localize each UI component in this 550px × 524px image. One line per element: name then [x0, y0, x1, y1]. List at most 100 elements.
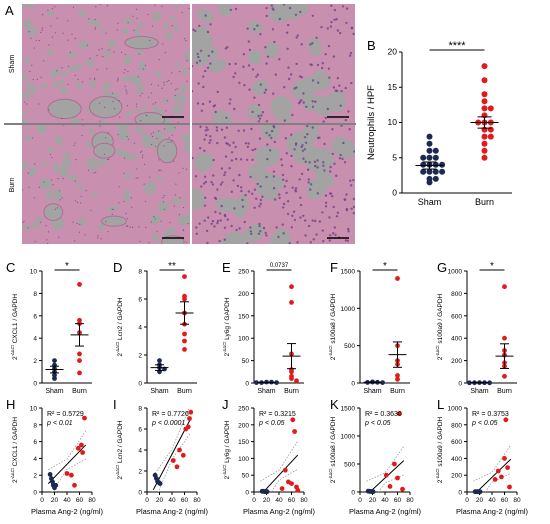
nucleus	[336, 211, 340, 214]
nucleus	[237, 129, 240, 132]
panel-letter-g: G	[437, 260, 447, 275]
histology-image	[192, 125, 355, 244]
y-tick-label: 0	[138, 490, 142, 497]
nucleus	[142, 68, 145, 70]
data-point	[395, 376, 400, 382]
data-point	[182, 338, 187, 344]
y-axis-label: 2-ΔΔCt Ly6g / GAPDH	[222, 420, 231, 479]
y-tick-label: 4	[33, 336, 37, 343]
nucleus	[331, 195, 334, 198]
nucleus	[94, 27, 97, 29]
nucleus	[228, 144, 231, 147]
alveolar-space	[174, 4, 180, 8]
data-point	[492, 477, 498, 482]
nucleus	[183, 230, 185, 232]
nucleus	[164, 128, 166, 130]
nucleus	[283, 185, 286, 188]
alveolar-space	[89, 79, 97, 89]
nucleus	[226, 218, 229, 221]
alveolar-space	[102, 81, 111, 91]
nucleus	[352, 32, 355, 36]
nucleus	[218, 239, 221, 243]
nucleus	[177, 122, 179, 123]
x-category-label: Sham	[363, 388, 381, 395]
nucleus	[247, 64, 251, 67]
data-point	[77, 358, 82, 363]
data-point	[282, 467, 288, 473]
nucleus	[321, 229, 324, 232]
nucleus	[220, 204, 223, 208]
y-axis-label-rest: s100a8 / GAPDH	[330, 293, 337, 345]
nucleus	[136, 168, 138, 170]
data-point	[254, 380, 259, 385]
nucleus	[335, 174, 338, 177]
nucleus	[257, 232, 261, 235]
nucleus	[29, 70, 31, 73]
nucleus	[50, 153, 52, 156]
nucleus	[80, 202, 82, 204]
fit-line	[476, 458, 512, 492]
data-point	[432, 168, 439, 175]
nucleus	[264, 88, 268, 92]
nucleus	[332, 86, 336, 89]
nucleus	[209, 62, 212, 65]
alveolar-space	[257, 175, 275, 201]
nucleus	[230, 159, 234, 162]
nucleus	[137, 177, 139, 179]
nucleus	[323, 142, 326, 146]
y-tick-label: 0	[245, 381, 249, 388]
alveolar-space	[53, 162, 58, 174]
nucleus	[240, 186, 243, 189]
x-tick-label: 40	[168, 497, 176, 504]
significance-label: 0.0737	[270, 263, 289, 269]
y-axis-label: Neutrophils / HPF	[366, 85, 377, 160]
data-point	[392, 461, 397, 467]
nucleus	[247, 40, 250, 43]
nucleus	[242, 129, 246, 132]
nucleus	[203, 175, 207, 178]
nucleus	[318, 136, 321, 139]
nucleus	[296, 241, 299, 244]
alveolar-space	[61, 70, 68, 77]
nucleus	[335, 18, 338, 21]
alveolar-space	[78, 217, 86, 226]
nucleus	[303, 148, 307, 151]
nucleus	[210, 181, 213, 184]
alveolar-space	[156, 175, 162, 181]
alveolar-space	[135, 127, 147, 136]
nucleus	[116, 29, 118, 31]
nucleus	[201, 102, 205, 106]
nucleus	[61, 67, 63, 69]
nucleus	[243, 84, 246, 87]
nucleus	[204, 69, 207, 73]
y-tick-label: 15	[388, 82, 398, 92]
nucleus	[126, 93, 128, 95]
nucleus	[188, 67, 190, 69]
nucleus	[272, 170, 276, 173]
data-point	[187, 416, 192, 421]
alveolar-space	[86, 157, 99, 171]
nucleus	[340, 125, 343, 127]
alveolar-space	[141, 106, 148, 111]
alveolar-space	[50, 69, 57, 79]
nucleus	[40, 31, 42, 34]
alveolar-space	[68, 65, 76, 72]
nucleus	[163, 84, 165, 86]
nucleus	[350, 207, 353, 210]
nucleus	[211, 50, 214, 53]
nucleus	[329, 192, 333, 195]
nucleus	[335, 89, 339, 93]
alveolar-space	[165, 32, 173, 41]
nucleus	[346, 239, 350, 242]
nucleus	[152, 103, 154, 105]
y-tick-label: 0	[138, 381, 142, 388]
nucleus	[286, 47, 289, 50]
y-tick-label: 1000	[341, 434, 356, 441]
alveolar-space	[86, 141, 93, 149]
y-tick-label: 200	[451, 473, 462, 480]
airway	[93, 142, 116, 159]
nucleus	[352, 212, 355, 215]
nucleus	[23, 101, 25, 103]
nucleus	[330, 20, 333, 24]
y-axis-label-base: 2	[437, 479, 444, 483]
